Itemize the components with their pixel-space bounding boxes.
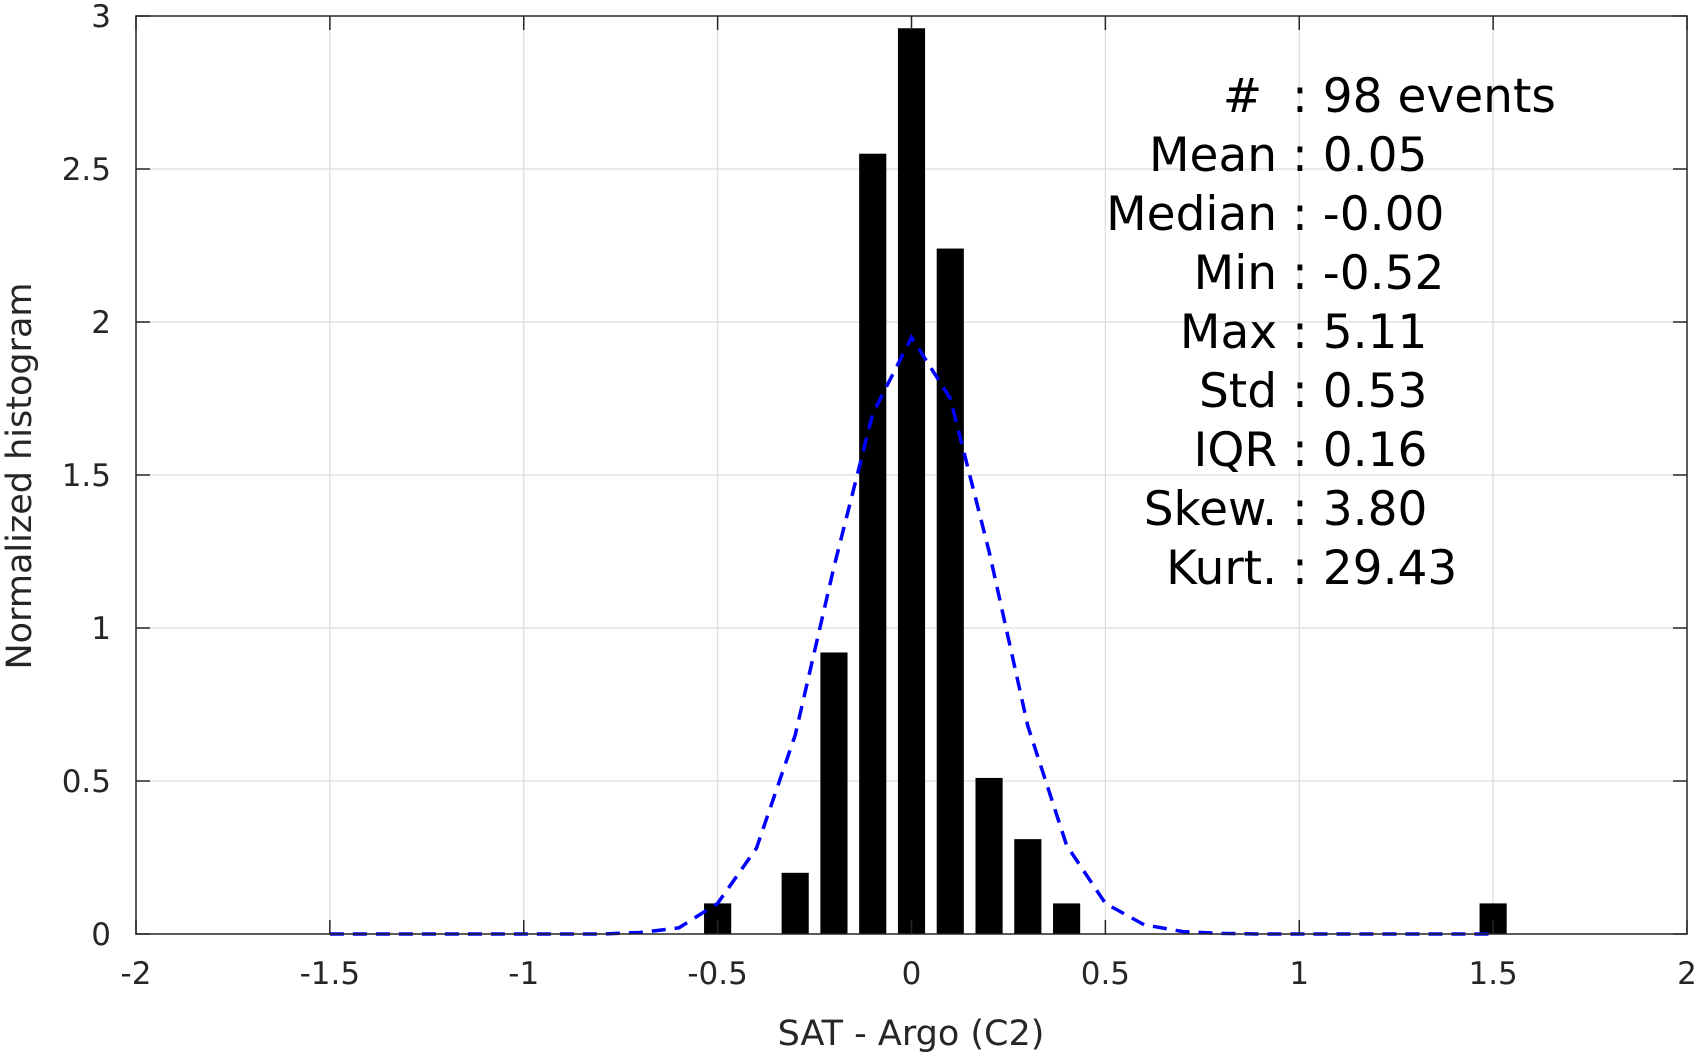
stat-label: Skew. <box>1144 482 1292 537</box>
y-tick-label: 0.5 <box>62 764 111 800</box>
histogram-bar <box>975 777 1003 934</box>
x-tick-label: 0.5 <box>1081 956 1130 992</box>
stat-value: : 0.16 <box>1292 423 1427 478</box>
histogram-bar <box>1053 903 1081 934</box>
x-tick-label: 1.5 <box>1468 956 1517 992</box>
stat-label: Std <box>1199 364 1292 419</box>
stat-label: Kurt. <box>1166 541 1292 596</box>
stat-value: : 0.53 <box>1292 364 1427 419</box>
stat-value: : 29.43 <box>1292 541 1457 596</box>
stat-value: : -0.00 <box>1292 187 1444 242</box>
y-tick-label: 3 <box>91 0 111 35</box>
stat-label: # <box>1223 69 1292 124</box>
stat-value: : 98 events <box>1292 69 1556 124</box>
y-axis-ticks: 0 0.5 1 1.5 2 2.5 3 <box>62 0 1687 953</box>
y-tick-label: 2 <box>91 305 111 341</box>
histogram-bar <box>820 652 848 934</box>
x-axis-label: SAT - Argo (C2) <box>778 1014 1045 1054</box>
y-tick-label: 0 <box>91 917 111 953</box>
x-tick-label: -2 <box>121 956 152 992</box>
stat-value: : 3.80 <box>1292 482 1427 537</box>
stat-value: : 5.11 <box>1292 305 1427 360</box>
stat-label: Max <box>1180 305 1292 360</box>
x-tick-label: -1.5 <box>300 956 361 992</box>
x-tick-label: 2 <box>1677 956 1697 992</box>
stat-label: Median <box>1106 187 1292 242</box>
x-tick-label: 0 <box>902 956 922 992</box>
x-axis-ticks: -2 -1.5 -1 -0.5 0 0.5 1 1.5 2 <box>121 16 1697 992</box>
histogram-bar <box>781 872 809 934</box>
stat-value: : -0.52 <box>1292 246 1444 301</box>
histogram-bar <box>897 28 926 935</box>
stat-label: IQR <box>1194 423 1292 478</box>
x-tick-label: -0.5 <box>687 956 748 992</box>
x-tick-label: 1 <box>1289 956 1309 992</box>
y-tick-label: 2.5 <box>62 152 111 188</box>
histogram-bars <box>704 28 1507 935</box>
histogram-bar <box>859 153 887 934</box>
y-axis-label: Normalized histogram <box>0 282 40 669</box>
histogram-bar <box>1014 839 1042 934</box>
histogram-bar <box>936 248 964 934</box>
y-tick-label: 1 <box>91 611 111 647</box>
stat-label: Min <box>1194 246 1292 301</box>
stat-label: Mean <box>1149 128 1292 183</box>
stat-value: : 0.05 <box>1292 128 1427 183</box>
x-tick-label: -1 <box>508 956 539 992</box>
y-tick-label: 1.5 <box>62 458 111 494</box>
